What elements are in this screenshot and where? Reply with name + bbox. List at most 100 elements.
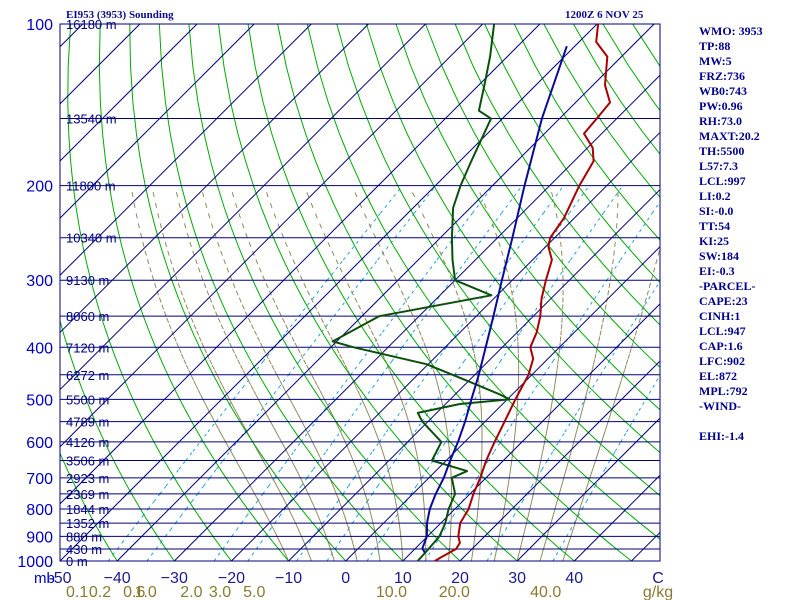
mixing-ratio-line: [466, 237, 484, 261]
dry-adiabat-line: [238, 496, 244, 504]
dry-adiabat-line: [236, 335, 244, 348]
moist-adiabat-line: [613, 246, 616, 256]
moist-adiabat-lines: [130, 185, 661, 562]
dry-adiabat-line: [606, 449, 616, 458]
moist-adiabat-line: [333, 255, 339, 265]
dry-adiabat-line: [563, 408, 573, 418]
moist-adiabat-line: [558, 347, 561, 354]
moist-adiabat-line: [616, 218, 618, 229]
height-label: 11800 m: [66, 179, 116, 194]
dry-adiabat-line: [515, 508, 523, 516]
dry-adiabat-line: [68, 133, 72, 162]
mixing-ratio-line: [421, 259, 438, 281]
moist-adiabat-line: [583, 493, 586, 498]
dry-adiabat-line: [443, 263, 456, 281]
moist-adiabat-line: [273, 480, 277, 485]
moist-adiabat-line: [576, 425, 579, 431]
mixing-ratio-line: [552, 441, 560, 452]
moist-adiabat-line: [294, 263, 300, 273]
moist-adiabat-line: [415, 449, 418, 454]
moist-adiabat-line: [338, 499, 341, 504]
moist-adiabat-line: [202, 280, 207, 289]
temperature-tick-label: −10: [275, 570, 302, 587]
moist-adiabat-line: [638, 316, 642, 323]
dry-adiabat-line: [608, 496, 617, 504]
moist-adiabat-line: [299, 417, 303, 422]
moist-adiabat-line: [441, 255, 446, 265]
moist-adiabat-line: [321, 227, 327, 238]
dry-adiabat-line: [216, 463, 222, 472]
mixing-ratio-line: [573, 515, 579, 524]
moist-adiabat-line: [568, 538, 571, 542]
moist-adiabat-line: [387, 263, 393, 273]
mixing-ratio-line: [315, 410, 325, 422]
mixing-ratio-label: 20.0: [439, 584, 470, 600]
mixing-ratio-line: [209, 469, 217, 479]
moist-adiabat-line: [182, 295, 186, 303]
dry-adiabat-line: [81, 389, 87, 400]
dry-adiabat-line: [529, 322, 542, 336]
moist-adiabat-line: [301, 279, 307, 289]
temperature-tick-label: −40: [104, 570, 131, 587]
moist-adiabat-line: [277, 487, 280, 492]
mixing-ratio-line: [395, 508, 402, 517]
dry-adiabat-line: [638, 433, 649, 443]
isotherm-line: [173, 74, 661, 562]
moist-adiabat-line: [395, 279, 401, 289]
moist-adiabat-line: [160, 302, 165, 310]
moist-adiabat-line: [560, 246, 563, 256]
moist-adiabat-line: [258, 453, 262, 458]
mixing-ratio-line: [651, 201, 661, 214]
moist-adiabat-line: [286, 394, 291, 400]
moist-adiabat-line: [307, 551, 310, 555]
moist-adiabat-line: [307, 493, 311, 498]
moist-adiabat-line: [225, 335, 230, 342]
moist-adiabat-line: [414, 196, 421, 209]
height-label: 9130 m: [66, 273, 109, 288]
mixing-ratio-line: [400, 399, 410, 412]
moist-adiabat-line: [330, 480, 333, 485]
dry-adiabat-line: [82, 246, 88, 265]
moist-adiabat-line: [369, 511, 372, 515]
mixing-ratio-line: [361, 501, 368, 510]
moist-adiabat-line: [648, 280, 652, 288]
moist-adiabat-line: [165, 315, 170, 323]
dry-adiabat-line: [199, 347, 206, 359]
dry-adiabat-line: [251, 514, 257, 521]
mixing-ratio-line: [535, 374, 545, 388]
moist-adiabat-line: [361, 399, 365, 405]
moist-adiabat-line: [527, 514, 529, 518]
dry-adiabat-line: [358, 322, 368, 336]
moist-adiabat-line: [236, 412, 240, 418]
moist-adiabat-line: [263, 185, 269, 198]
mixing-ratio-line: [165, 477, 173, 487]
mixing-ratio-line: [454, 361, 465, 376]
dry-adiabat-line: [613, 185, 633, 209]
moist-adiabat-line: [267, 417, 271, 422]
moist-adiabat-line: [278, 437, 282, 443]
moist-adiabat-line: [253, 255, 259, 265]
dry-adiabat-line: [118, 470, 124, 479]
moist-adiabat-line: [388, 470, 390, 475]
dry-adiabat-line: [490, 484, 498, 492]
moist-adiabat-line: [437, 384, 440, 390]
moist-adiabat-line: [243, 228, 248, 238]
moist-adiabat-line: [370, 514, 373, 518]
moist-adiabat-line: [434, 374, 437, 381]
moist-adiabat-line: [136, 218, 140, 229]
moist-adiabat-line: [280, 493, 284, 498]
dry-adiabat-line: [463, 346, 473, 359]
mixing-ratio-line: [155, 542, 162, 550]
moist-adiabat-line: [418, 464, 420, 468]
moist-adiabat-line: [276, 433, 280, 439]
mixing-ratio-line: [262, 485, 270, 495]
dry-adiabat-line: [94, 295, 100, 310]
moist-adiabat-line: [496, 237, 501, 247]
mixing-ratio-line: [445, 374, 455, 388]
mixing-ratio-line: [602, 185, 624, 214]
mixing-ratio-line: [332, 501, 339, 510]
moist-adiabat-line: [322, 322, 328, 330]
moist-adiabat-line: [349, 453, 353, 458]
dry-adiabat-line: [216, 185, 225, 209]
moist-adiabat-line: [331, 484, 335, 488]
